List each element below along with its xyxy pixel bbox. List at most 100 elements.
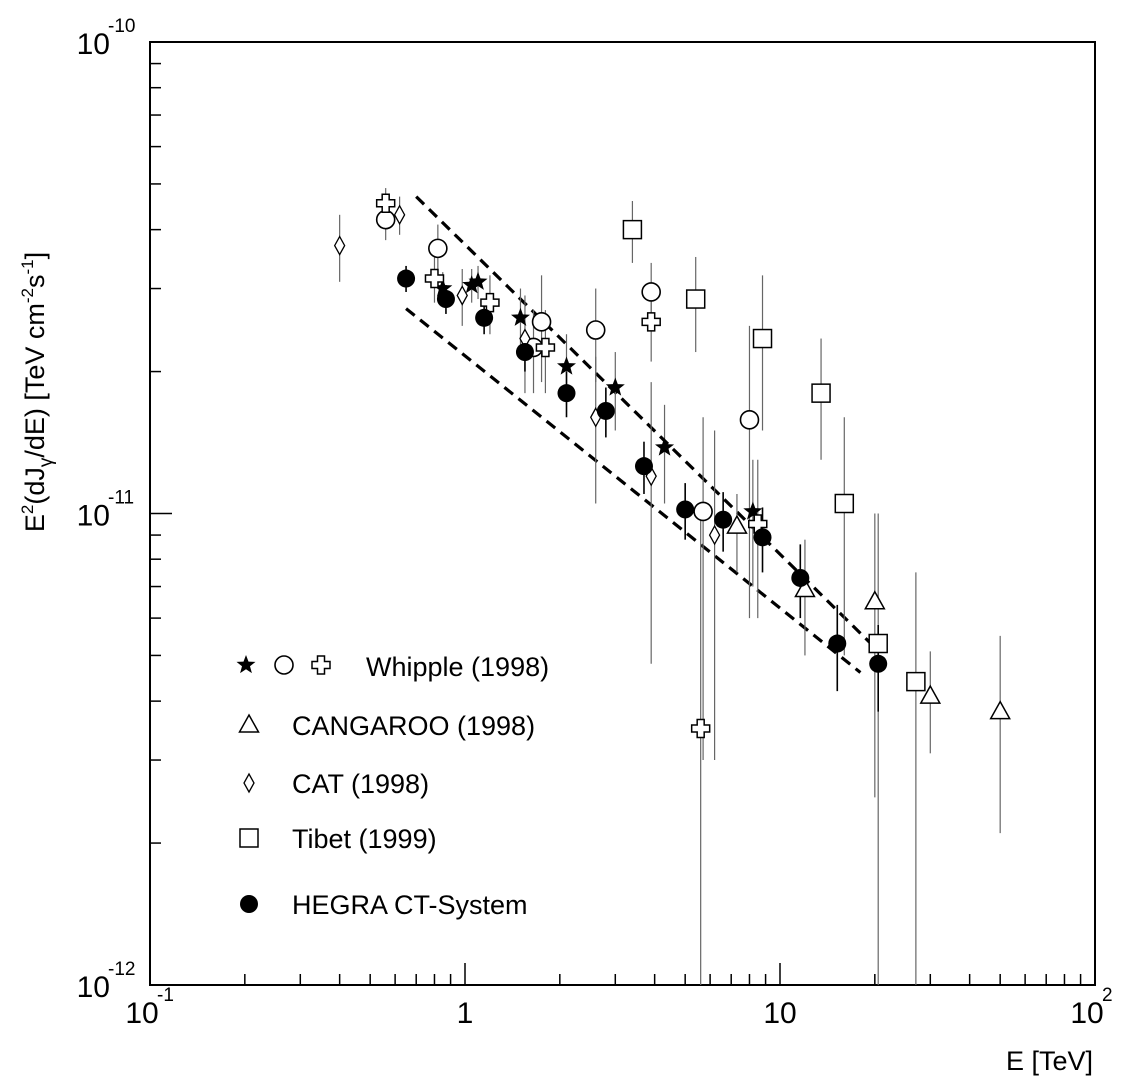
y-tick-label-yt1-exp: -11 [108,488,134,509]
axis-ticks [149,62,1082,986]
point-hegra-10 [791,568,810,587]
point-cangaroo-3 [919,684,942,704]
legend-item-cat: CAT (1998) [243,769,429,799]
y-axis-label-sup: -1 [18,259,37,274]
y-axis-label-part: (dJ [20,467,50,505]
point-cat-1 [393,204,406,226]
legend-markers-cat [243,772,255,794]
point-tibet-4 [834,493,855,514]
point-hegra-3 [515,343,534,362]
legend-label-whipple: Whipple (1998) [366,652,549,682]
x-axis-label: E [TeV] [1006,1046,1093,1076]
point-whipple-star-0 [433,278,453,297]
point-hegra-8 [714,510,733,529]
legend-markers-tibet [239,828,259,848]
point-whipple-cross-4 [641,312,661,332]
y-axis-label-sup: -2 [18,288,37,303]
legend-marker-hegra-dot [240,895,258,913]
point-whipple-cross-2 [480,292,500,313]
y-tick-label-yt1-base: 10 [77,500,110,533]
point-whipple-star-3 [511,307,530,326]
point-hegra-1 [436,290,455,309]
point-hegra-9 [753,528,772,547]
legend-marker-tibet-square [239,828,259,848]
point-hegra-5 [596,401,615,420]
point-hegra-12 [869,654,888,673]
legend-item-hegra: HEGRA CT-System [240,890,528,920]
point-hegra-11 [828,634,847,653]
point-cat-0 [333,235,346,256]
x-tick-label-xt2-base: 10 [763,997,796,1030]
point-whipple-circle-7 [693,501,713,522]
point-cat-2 [456,285,468,306]
point-whipple-star-5 [605,377,625,396]
point-whipple-star-2 [468,271,488,290]
y-axis-label-part: s [20,274,50,288]
point-cangaroo-0 [726,514,748,534]
legend: Whipple (1998) CANGAROO (1998) CAT (1998… [236,652,549,920]
point-cangaroo-1 [794,577,816,598]
point-hegra-4 [557,384,576,403]
point-tibet-3 [811,383,831,403]
data-points [333,193,1011,739]
legend-label-hegra: HEGRA CT-System [292,890,528,920]
legend-marker-whipple-star [236,655,256,674]
y-axis-label-part: /dE) [TeV cm [20,303,50,458]
x-tick-label-xt0-exp: -1 [157,985,174,1006]
point-tibet-1 [685,289,706,309]
point-tibet-5 [868,633,888,654]
legend-item-tibet: Tibet (1999) [239,824,437,854]
legend-label-cangaroo: CANGAROO (1998) [292,711,535,741]
point-whipple-star-1 [462,275,482,294]
x-tick-label-xt3: 102 [1070,985,1112,1030]
point-hegra-7 [676,500,695,519]
y-tick-label-yt2: 10-12 [77,959,136,1004]
point-whipple-cross-0 [375,193,396,213]
point-tibet-6 [906,671,926,692]
point-whipple-star-4 [557,356,576,375]
point-whipple-cross-5 [690,718,711,739]
legend-label-cat: CAT (1998) [292,769,429,799]
y-tick-label-yt0-exp: -10 [108,16,135,37]
x-tick-label-xt0: 10-1 [125,985,174,1030]
point-whipple-circle-1 [428,238,448,259]
y-tick-label-yt0: 10-10 [77,16,136,61]
legend-markers-hegra [240,895,258,913]
point-cat-6 [708,524,721,546]
y-axis-label: E2(dJγ/dE) [TeV cm-2s-1] [18,252,57,532]
fit-line-lower [405,307,862,674]
point-whipple-star-6 [655,437,675,456]
point-hegra-2 [475,308,494,327]
legend-marker-whipple-circle [274,655,294,675]
legend-marker-cat-diamond [243,772,255,794]
x-tick-label-xt1-base: 1 [457,997,474,1030]
x-tick-label-xt0-base: 10 [125,997,158,1030]
x-tick-label-xt1: 1 [457,997,474,1030]
point-tibet-0 [622,219,643,240]
y-tick-label-yt1: 10-11 [77,488,134,533]
y-tick-label-yt2-base: 10 [77,971,110,1004]
fit-lines [405,195,876,674]
error-bars [339,188,1001,985]
point-whipple-cross-1 [424,268,445,289]
legend-label-tibet: Tibet (1999) [292,824,437,854]
point-whipple-circle-4 [585,320,606,340]
x-tick-label-xt3-exp: 2 [1102,985,1113,1006]
legend-item-whipple: Whipple (1998) [236,652,549,682]
point-whipple-star-7 [743,501,763,520]
svg-text:E2(dJγ/dE) [TeV cm-2s-1]: E2(dJγ/dE) [TeV cm-2s-1] [18,252,57,532]
y-tick-label-yt2-exp: -12 [108,959,135,980]
y-tick-label-yt0-base: 10 [77,28,110,61]
x-tick-label-xt3-base: 10 [1070,997,1103,1030]
x-tick-label-xt2: 10 [763,997,796,1030]
point-whipple-circle-6 [739,410,760,430]
point-hegra-6 [634,457,653,476]
point-whipple-circle-3 [531,312,552,332]
point-whipple-circle-5 [641,282,661,302]
point-cangaroo-4 [989,700,1011,720]
legend-marker-cangaroo-triangle [238,713,260,733]
y-axis-label-part: E [20,514,50,532]
legend-item-cangaroo: CANGAROO (1998) [238,711,535,741]
